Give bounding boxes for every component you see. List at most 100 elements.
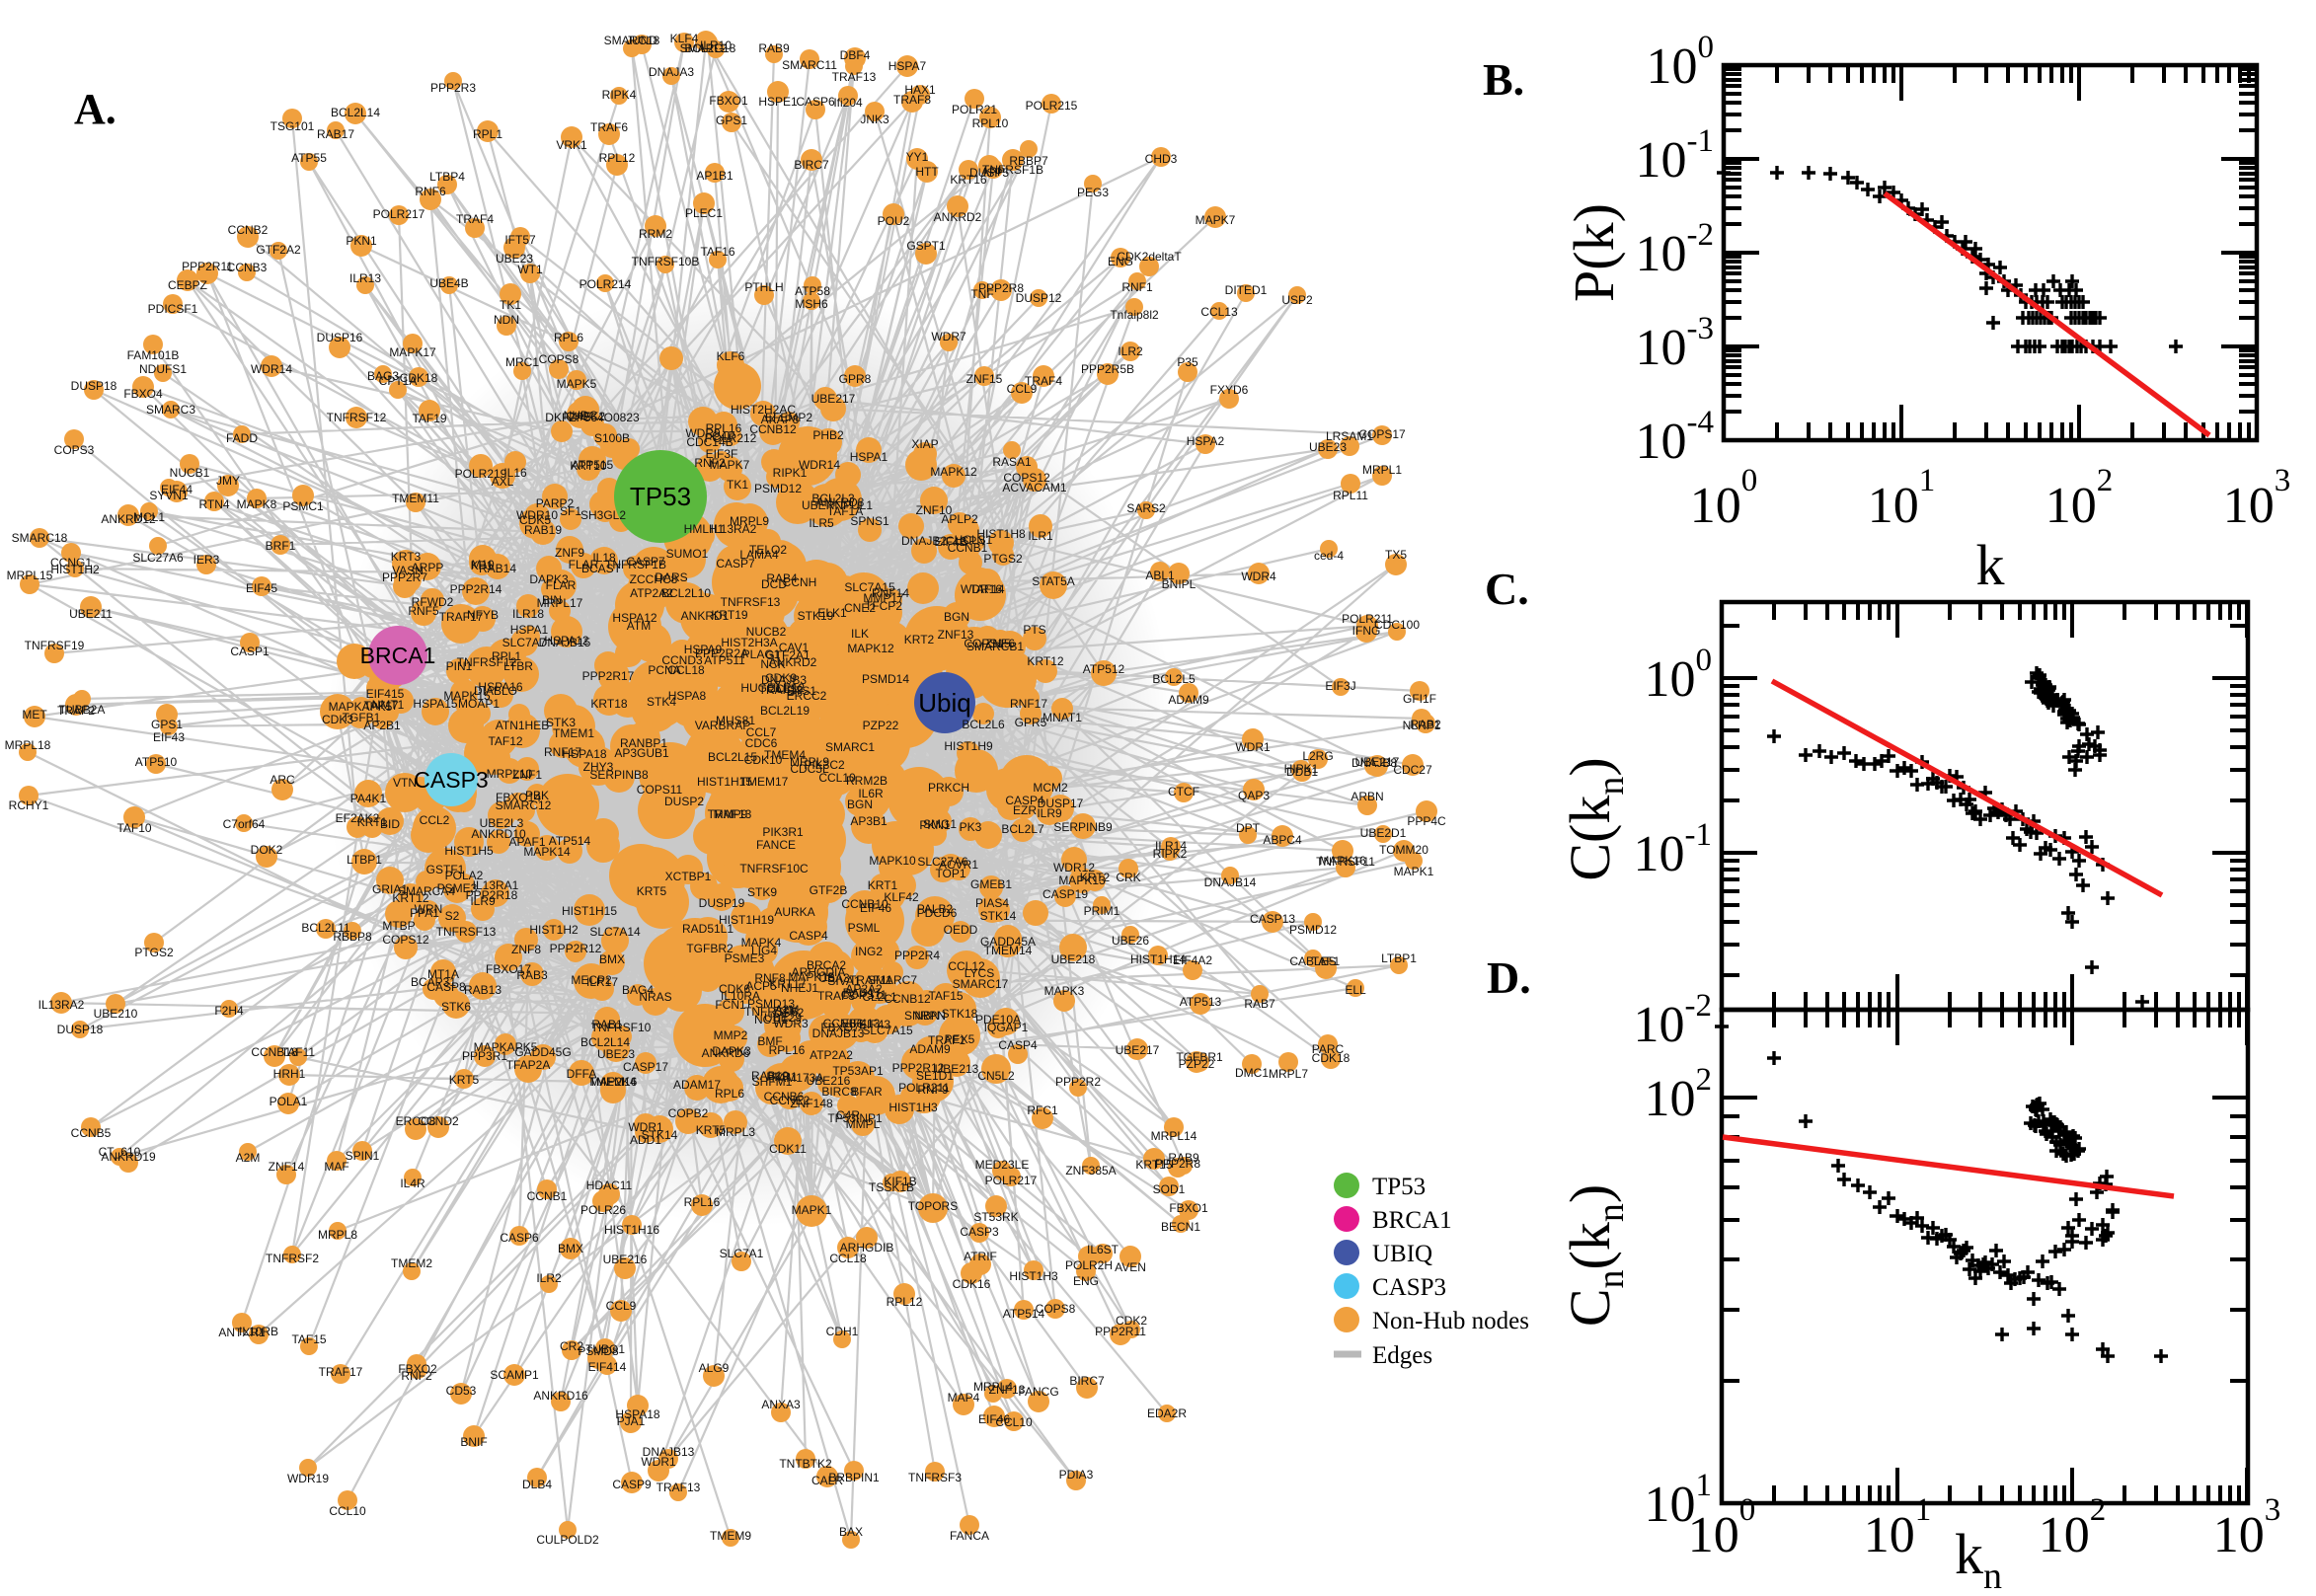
svg-text:RRM2: RRM2 xyxy=(639,227,672,241)
svg-text:DUSP12: DUSP12 xyxy=(1016,291,1062,305)
svg-text:CDK18: CDK18 xyxy=(400,371,438,385)
svg-text:SE1D1: SE1D1 xyxy=(916,1069,954,1083)
svg-text:NFYB: NFYB xyxy=(467,608,499,622)
svg-text:RAB19: RAB19 xyxy=(524,523,562,537)
svg-text:MAPK15: MAPK15 xyxy=(788,970,835,984)
svg-text:UBE210: UBE210 xyxy=(94,1007,138,1021)
svg-text:ALG9: ALG9 xyxy=(699,1361,730,1375)
svg-text:TOP1: TOP1 xyxy=(935,867,965,880)
svg-text:RTN4: RTN4 xyxy=(198,497,229,511)
svg-text:NUCB1: NUCB1 xyxy=(170,466,210,480)
svg-text:EIF43: EIF43 xyxy=(859,1018,890,1031)
svg-text:PALB2: PALB2 xyxy=(917,902,954,916)
svg-text:PJA1: PJA1 xyxy=(617,1414,646,1428)
svg-text:SMARCA4: SMARCA4 xyxy=(398,884,455,898)
svg-text:MRPL10: MRPL10 xyxy=(487,767,533,781)
svg-text:MAPK13: MAPK13 xyxy=(1058,874,1106,887)
svg-text:ANTXR1: ANTXR1 xyxy=(218,1326,266,1339)
svg-text:CALR: CALR xyxy=(811,1474,843,1487)
svg-text:SERPINB8: SERPINB8 xyxy=(589,768,649,782)
svg-text:GSTF1: GSTF1 xyxy=(426,863,465,876)
svg-text:BCL2L15: BCL2L15 xyxy=(708,750,757,764)
svg-text:XCTBP1: XCTBP1 xyxy=(665,870,712,883)
svg-text:YY1: YY1 xyxy=(906,150,929,164)
svg-text:KRT18: KRT18 xyxy=(590,697,627,711)
svg-text:BAX: BAX xyxy=(839,1525,863,1539)
svg-text:DNAJB13: DNAJB13 xyxy=(643,1445,695,1459)
svg-text:MAP2K4: MAP2K4 xyxy=(589,1075,637,1089)
svg-text:EF2AK2: EF2AK2 xyxy=(336,811,380,825)
svg-text:CASP19: CASP19 xyxy=(1042,887,1088,901)
svg-text:RAB17: RAB17 xyxy=(317,127,354,141)
svg-text:ATP510: ATP510 xyxy=(135,755,178,769)
svg-text:PPP2R11: PPP2R11 xyxy=(1095,1325,1146,1338)
svg-text:KP1: KP1 xyxy=(471,559,494,572)
svg-text:MAPK17: MAPK17 xyxy=(389,345,436,359)
svg-text:HSPE1: HSPE1 xyxy=(758,95,798,109)
svg-text:TRAF4: TRAF4 xyxy=(456,212,494,226)
svg-text:PA4K1: PA4K1 xyxy=(350,792,387,805)
svg-text:NC1I1: NC1I1 xyxy=(754,1013,788,1026)
svg-text:AP3B1: AP3B1 xyxy=(850,814,888,828)
svg-text:KRT5: KRT5 xyxy=(449,1073,480,1087)
svg-text:EIF413: EIF413 xyxy=(842,1017,881,1030)
svg-text:IL13RA1: IL13RA1 xyxy=(473,878,519,892)
svg-text:TGFB1: TGFB1 xyxy=(343,711,381,724)
svg-text:ARHGDIA: ARHGDIA xyxy=(792,965,846,979)
svg-text:DIABLO: DIABLO xyxy=(474,684,517,698)
svg-text:USF2: USF2 xyxy=(774,1006,805,1020)
svg-text:MAPK12: MAPK12 xyxy=(847,642,894,655)
svg-text:TAF10: TAF10 xyxy=(116,821,151,835)
svg-text:TRAF17: TRAF17 xyxy=(319,1365,363,1379)
svg-text:ILR9: ILR9 xyxy=(470,894,496,908)
svg-text:RPL16: RPL16 xyxy=(769,1043,806,1057)
svg-text:STAT5A: STAT5A xyxy=(1032,574,1075,588)
svg-text:ABL1: ABL1 xyxy=(1145,569,1175,582)
svg-text:ILK: ILK xyxy=(851,627,869,641)
svg-text:ILR9: ILR9 xyxy=(1037,806,1062,820)
svg-text:MRPL1: MRPL1 xyxy=(1362,463,1402,477)
svg-text:JUND: JUND xyxy=(626,34,657,47)
svg-text:RNF2: RNF2 xyxy=(401,1369,432,1383)
svg-text:SMARCB1: SMARCB1 xyxy=(966,640,1024,653)
svg-text:STK6: STK6 xyxy=(441,1000,471,1014)
svg-text:TSG101: TSG101 xyxy=(270,119,315,133)
svg-text:GRIA1: GRIA1 xyxy=(372,882,408,896)
svg-text:MOAP1: MOAP1 xyxy=(458,697,500,711)
svg-text:ARBN: ARBN xyxy=(1351,790,1383,803)
svg-text:MAP4: MAP4 xyxy=(948,1391,980,1405)
svg-text:ATP513: ATP513 xyxy=(1180,995,1222,1009)
svg-text:NCK: NCK xyxy=(760,657,785,671)
svg-text:NLRP1: NLRP1 xyxy=(1403,719,1441,732)
svg-text:KRT12: KRT12 xyxy=(392,891,428,905)
svg-text:TAF1: TAF1 xyxy=(1312,954,1341,968)
svg-text:ENG: ENG xyxy=(1073,1274,1099,1288)
svg-text:S100B: S100B xyxy=(594,431,630,445)
svg-text:TUBB2A: TUBB2A xyxy=(59,703,106,717)
svg-text:ZNF10: ZNF10 xyxy=(916,503,953,517)
svg-text:CASP17: CASP17 xyxy=(623,1060,668,1074)
svg-text:GPS1: GPS1 xyxy=(716,114,747,127)
svg-text:TGFBR2: TGFBR2 xyxy=(686,942,733,955)
svg-text:EIF46: EIF46 xyxy=(860,901,891,915)
svg-text:RAB1: RAB1 xyxy=(591,1018,623,1031)
svg-text:RASA1: RASA1 xyxy=(992,455,1032,469)
svg-text:CDC6: CDC6 xyxy=(745,736,778,750)
svg-text:ATRIF: ATRIF xyxy=(964,1250,997,1263)
svg-text:SCAMP1: SCAMP1 xyxy=(490,1368,539,1382)
svg-text:RAB4: RAB4 xyxy=(766,571,798,585)
svg-text:MAPKAPK5: MAPKAPK5 xyxy=(329,700,393,714)
svg-text:JNK3: JNK3 xyxy=(860,113,889,126)
svg-text:DUSP17: DUSP17 xyxy=(1038,797,1084,810)
svg-text:SMARC18: SMARC18 xyxy=(604,34,660,47)
svg-text:RNF1: RNF1 xyxy=(1121,280,1153,294)
svg-text:KLF4: KLF4 xyxy=(670,32,699,45)
svg-text:TMEM16: TMEM16 xyxy=(589,1075,638,1089)
svg-text:TP53: TP53 xyxy=(1372,1174,1426,1200)
svg-text:ANKRD8: ANKRD8 xyxy=(816,495,865,509)
svg-text:DUSP18: DUSP18 xyxy=(57,1023,104,1036)
svg-text:KLF42: KLF42 xyxy=(884,890,919,904)
svg-text:CDC5L: CDC5L xyxy=(790,762,829,776)
svg-text:EIF4B: EIF4B xyxy=(934,535,966,549)
svg-text:WDR14: WDR14 xyxy=(799,458,840,472)
